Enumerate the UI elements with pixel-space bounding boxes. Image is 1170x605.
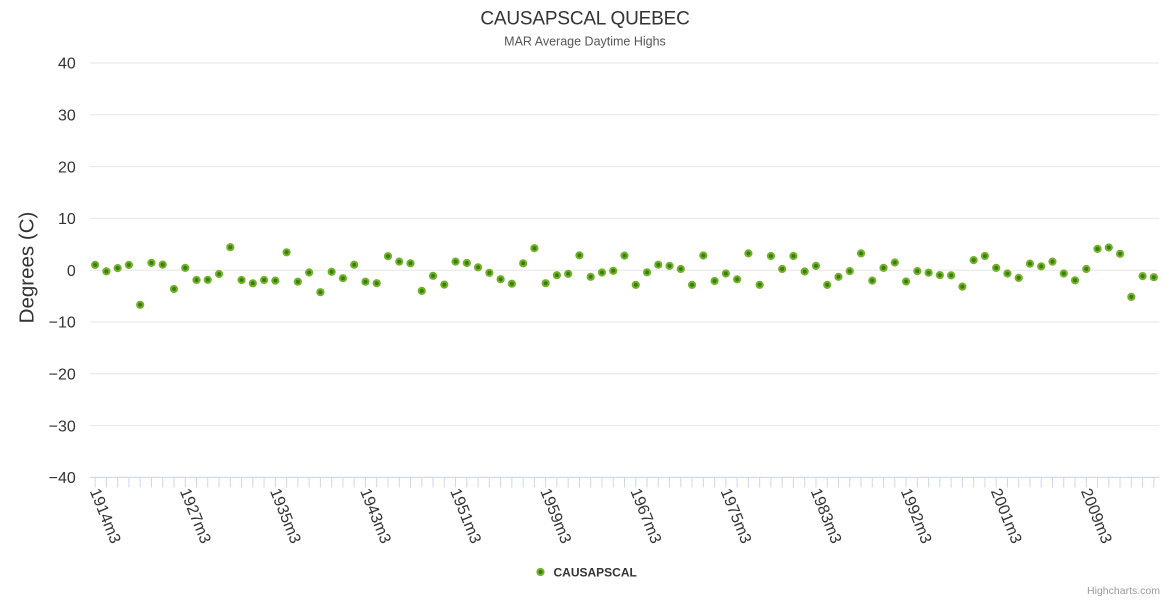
svg-text:0: 0 [67, 263, 76, 280]
svg-text:−10: −10 [49, 315, 76, 332]
svg-text:10: 10 [58, 211, 76, 228]
svg-text:CAUSAPSCAL: CAUSAPSCAL [554, 566, 637, 580]
svg-text:−20: −20 [49, 367, 76, 384]
svg-text:CAUSAPSCAL QUEBEC: CAUSAPSCAL QUEBEC [480, 9, 689, 30]
svg-text:−40: −40 [49, 470, 76, 487]
svg-text:Highcharts.com: Highcharts.com [1087, 585, 1160, 597]
svg-text:Degrees (C): Degrees (C) [16, 212, 39, 324]
svg-text:−30: −30 [49, 418, 76, 435]
svg-text:MAR Average Daytime Highs: MAR Average Daytime Highs [504, 34, 666, 48]
svg-text:20: 20 [58, 159, 76, 176]
svg-text:30: 30 [58, 108, 76, 125]
svg-text:40: 40 [58, 56, 76, 73]
